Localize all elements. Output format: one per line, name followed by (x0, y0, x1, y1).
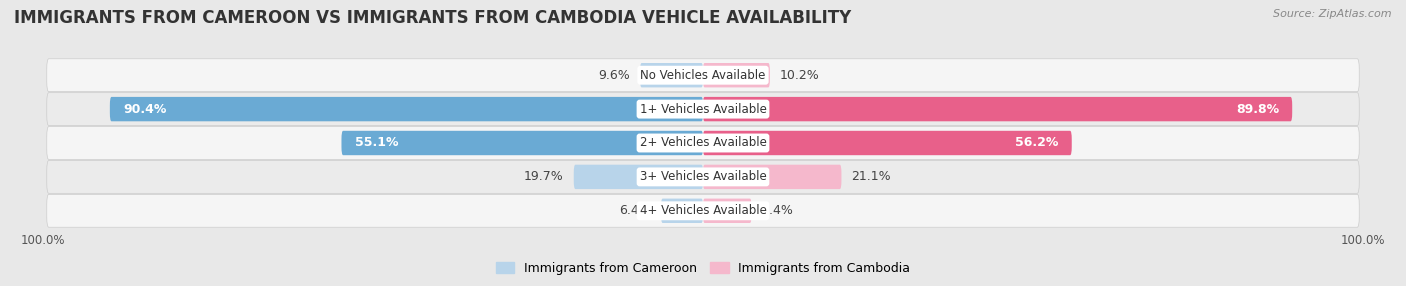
Text: 10.2%: 10.2% (780, 69, 820, 82)
Text: 100.0%: 100.0% (1341, 234, 1385, 247)
FancyBboxPatch shape (46, 127, 1360, 159)
FancyBboxPatch shape (46, 194, 1360, 227)
Text: 55.1%: 55.1% (354, 136, 398, 150)
FancyBboxPatch shape (110, 97, 703, 121)
FancyBboxPatch shape (661, 198, 703, 223)
Text: 89.8%: 89.8% (1236, 103, 1279, 116)
FancyBboxPatch shape (703, 97, 1292, 121)
Text: 3+ Vehicles Available: 3+ Vehicles Available (640, 170, 766, 183)
Text: 21.1%: 21.1% (851, 170, 891, 183)
FancyBboxPatch shape (574, 165, 703, 189)
FancyBboxPatch shape (46, 59, 1360, 92)
Text: Source: ZipAtlas.com: Source: ZipAtlas.com (1274, 9, 1392, 19)
Text: 7.4%: 7.4% (762, 204, 793, 217)
Text: IMMIGRANTS FROM CAMEROON VS IMMIGRANTS FROM CAMBODIA VEHICLE AVAILABILITY: IMMIGRANTS FROM CAMEROON VS IMMIGRANTS F… (14, 9, 851, 27)
Text: 1+ Vehicles Available: 1+ Vehicles Available (640, 103, 766, 116)
Legend: Immigrants from Cameroon, Immigrants from Cambodia: Immigrants from Cameroon, Immigrants fro… (491, 257, 915, 279)
Text: 56.2%: 56.2% (1015, 136, 1059, 150)
FancyBboxPatch shape (703, 198, 752, 223)
FancyBboxPatch shape (342, 131, 703, 155)
FancyBboxPatch shape (46, 93, 1360, 126)
Text: No Vehicles Available: No Vehicles Available (640, 69, 766, 82)
FancyBboxPatch shape (703, 165, 841, 189)
Text: 100.0%: 100.0% (21, 234, 65, 247)
FancyBboxPatch shape (640, 63, 703, 88)
Text: 4+ Vehicles Available: 4+ Vehicles Available (640, 204, 766, 217)
FancyBboxPatch shape (46, 160, 1360, 193)
Text: 2+ Vehicles Available: 2+ Vehicles Available (640, 136, 766, 150)
FancyBboxPatch shape (703, 63, 770, 88)
Text: 6.4%: 6.4% (620, 204, 651, 217)
Text: 19.7%: 19.7% (524, 170, 564, 183)
FancyBboxPatch shape (703, 131, 1071, 155)
Text: 9.6%: 9.6% (599, 69, 630, 82)
Text: 90.4%: 90.4% (122, 103, 166, 116)
